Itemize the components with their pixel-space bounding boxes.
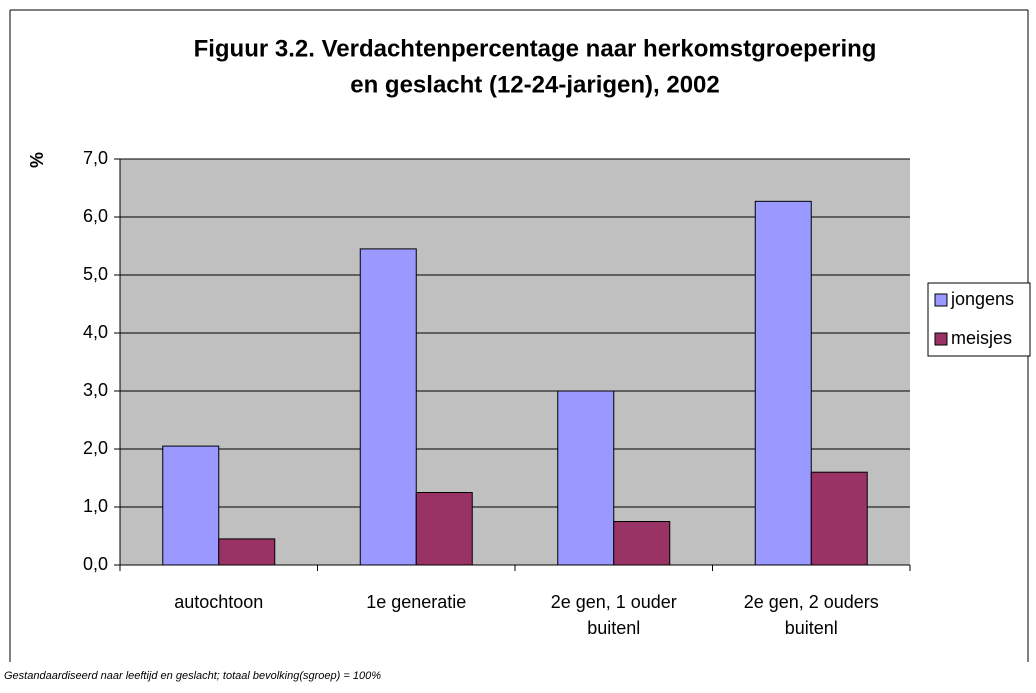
legend-label: meisjes	[951, 328, 1012, 348]
x-tick-label: 2e gen, 1 ouder buitenl	[550, 592, 677, 638]
x-tick-label: autochtoon	[174, 592, 264, 612]
x-tick-label: 2e gen, 2 ouders buitenl	[743, 592, 879, 638]
y-tick-label: 2,0	[83, 438, 108, 458]
y-tick-label: 5,0	[83, 264, 108, 284]
legend-swatch	[934, 293, 948, 307]
chart-title: Figuur 3.2. Verdachtenpercentage naar he…	[194, 35, 877, 62]
bar	[754, 200, 812, 566]
x-tick-label: 1e generatie	[366, 592, 467, 612]
bar	[810, 471, 868, 566]
y-tick-label: 3,0	[83, 380, 108, 400]
bar	[218, 538, 276, 566]
bar	[359, 248, 417, 566]
y-tick-label: 1,0	[83, 496, 108, 516]
y-tick-label: 0,0	[83, 554, 108, 574]
bar	[162, 445, 220, 566]
footnote: Gestandaardiseerd naar leeftijd en gesla…	[4, 670, 381, 682]
legend-label: jongens	[950, 289, 1014, 309]
bar	[557, 390, 615, 566]
y-tick-label: 4,0	[83, 322, 108, 342]
bar	[613, 521, 671, 566]
bar	[415, 492, 473, 566]
y-tick-label: 7,0	[83, 148, 108, 168]
legend-swatch	[934, 332, 948, 346]
y-tick-label: 6,0	[83, 206, 108, 226]
chart-subtitle: en geslacht (12-24-jarigen), 2002	[350, 71, 720, 98]
y-axis-label: %	[27, 152, 47, 168]
